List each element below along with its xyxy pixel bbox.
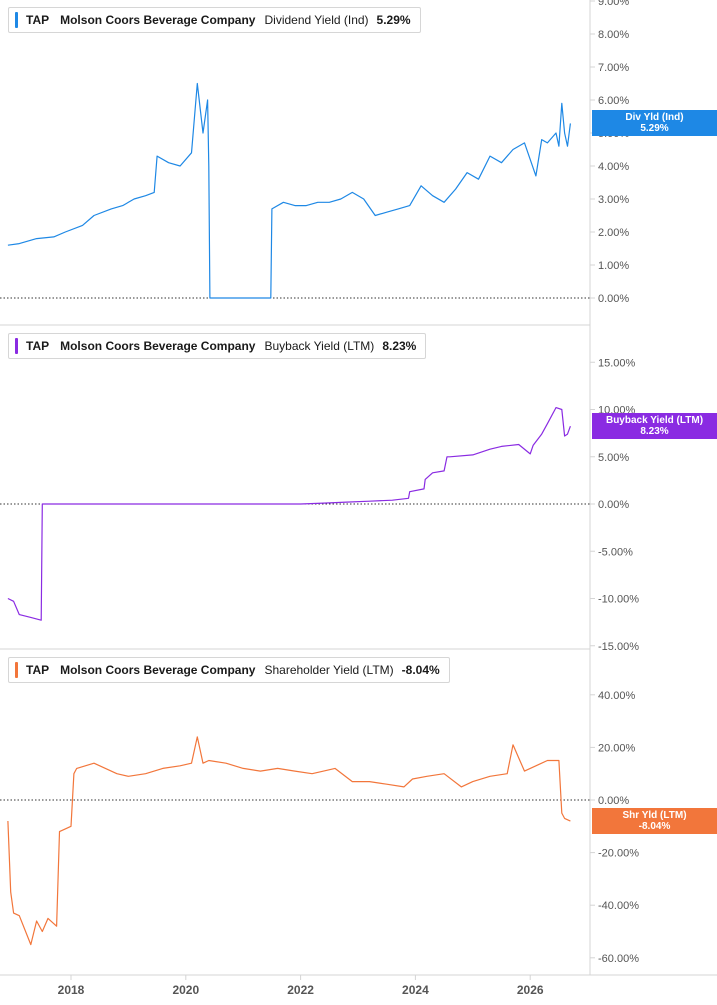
legend-ticker: TAP (26, 339, 50, 353)
y-tick-label: 15.00% (598, 357, 636, 369)
value-tag-buyback-yield: Buyback Yield (LTM) 8.23% (592, 413, 717, 439)
legend-metric: Shareholder Yield (LTM) (264, 663, 394, 677)
series-color-swatch (15, 338, 18, 354)
y-tick-label: 40.00% (598, 690, 636, 702)
legend-shareholder-yield: TAP Molson Coors Beverage Company Shareh… (8, 657, 450, 683)
y-tick-label: -10.00% (598, 594, 639, 606)
y-tick-label: 20.00% (598, 742, 636, 754)
y-tick-label: 9.00% (598, 0, 629, 8)
legend-metric: Buyback Yield (LTM) (264, 339, 375, 353)
legend-company: Molson Coors Beverage Company (60, 339, 256, 353)
legend-value: 5.29% (376, 13, 411, 27)
legend-value: 8.23% (382, 339, 417, 353)
y-tick-label: -20.00% (598, 848, 639, 860)
y-tick-label: -5.00% (598, 546, 633, 558)
tag-label: Shr Yld (LTM) (622, 810, 687, 821)
y-tick-label: 0.00% (598, 293, 629, 305)
series-color-swatch (15, 12, 18, 28)
x-tick-label: 2018 (58, 983, 85, 997)
legend-company: Molson Coors Beverage Company (60, 663, 256, 677)
legend-ticker: TAP (26, 13, 50, 27)
legend-ticker: TAP (26, 663, 50, 677)
legend-company: Molson Coors Beverage Company (60, 13, 256, 27)
x-tick-label: 2020 (172, 983, 199, 997)
tag-label: Div Yld (Ind) (625, 112, 684, 123)
legend-metric: Dividend Yield (Ind) (264, 13, 369, 27)
x-tick-label: 2026 (517, 983, 544, 997)
y-tick-label: 2.00% (598, 227, 629, 239)
y-tick-label: -15.00% (598, 641, 639, 653)
tag-value: -8.04% (638, 821, 671, 832)
y-tick-label: 0.00% (598, 795, 629, 807)
y-tick-label: 7.00% (598, 62, 629, 74)
value-tag-shareholder-yield: Shr Yld (LTM) -8.04% (592, 808, 717, 834)
series-line-buyback (7, 407, 571, 621)
x-tick-label: 2022 (287, 983, 314, 997)
y-tick-label: 6.00% (598, 95, 629, 107)
y-tick-label: 1.00% (598, 260, 629, 272)
y-tick-label: 4.00% (598, 161, 629, 173)
tag-label: Buyback Yield (LTM) (605, 415, 704, 426)
series-color-swatch (15, 662, 18, 678)
y-tick-label: 0.00% (598, 499, 629, 511)
y-tick-label: 8.00% (598, 29, 629, 41)
series-line-shareholder (7, 736, 571, 946)
y-tick-label: 5.00% (598, 452, 629, 464)
tag-value: 5.29% (640, 123, 669, 134)
x-tick-label: 2024 (402, 983, 429, 997)
value-tag-dividend-yield: Div Yld (Ind) 5.29% (592, 110, 717, 136)
legend-buyback-yield: TAP Molson Coors Beverage Company Buybac… (8, 333, 427, 359)
series-line-dividend (7, 82, 571, 299)
y-tick-label: -40.00% (598, 900, 639, 912)
tag-value: 8.23% (640, 426, 669, 437)
legend-value: -8.04% (401, 663, 440, 677)
y-tick-label: -60.00% (598, 953, 639, 965)
legend-dividend-yield: TAP Molson Coors Beverage Company Divide… (8, 7, 421, 33)
y-tick-label: 3.00% (598, 194, 629, 206)
